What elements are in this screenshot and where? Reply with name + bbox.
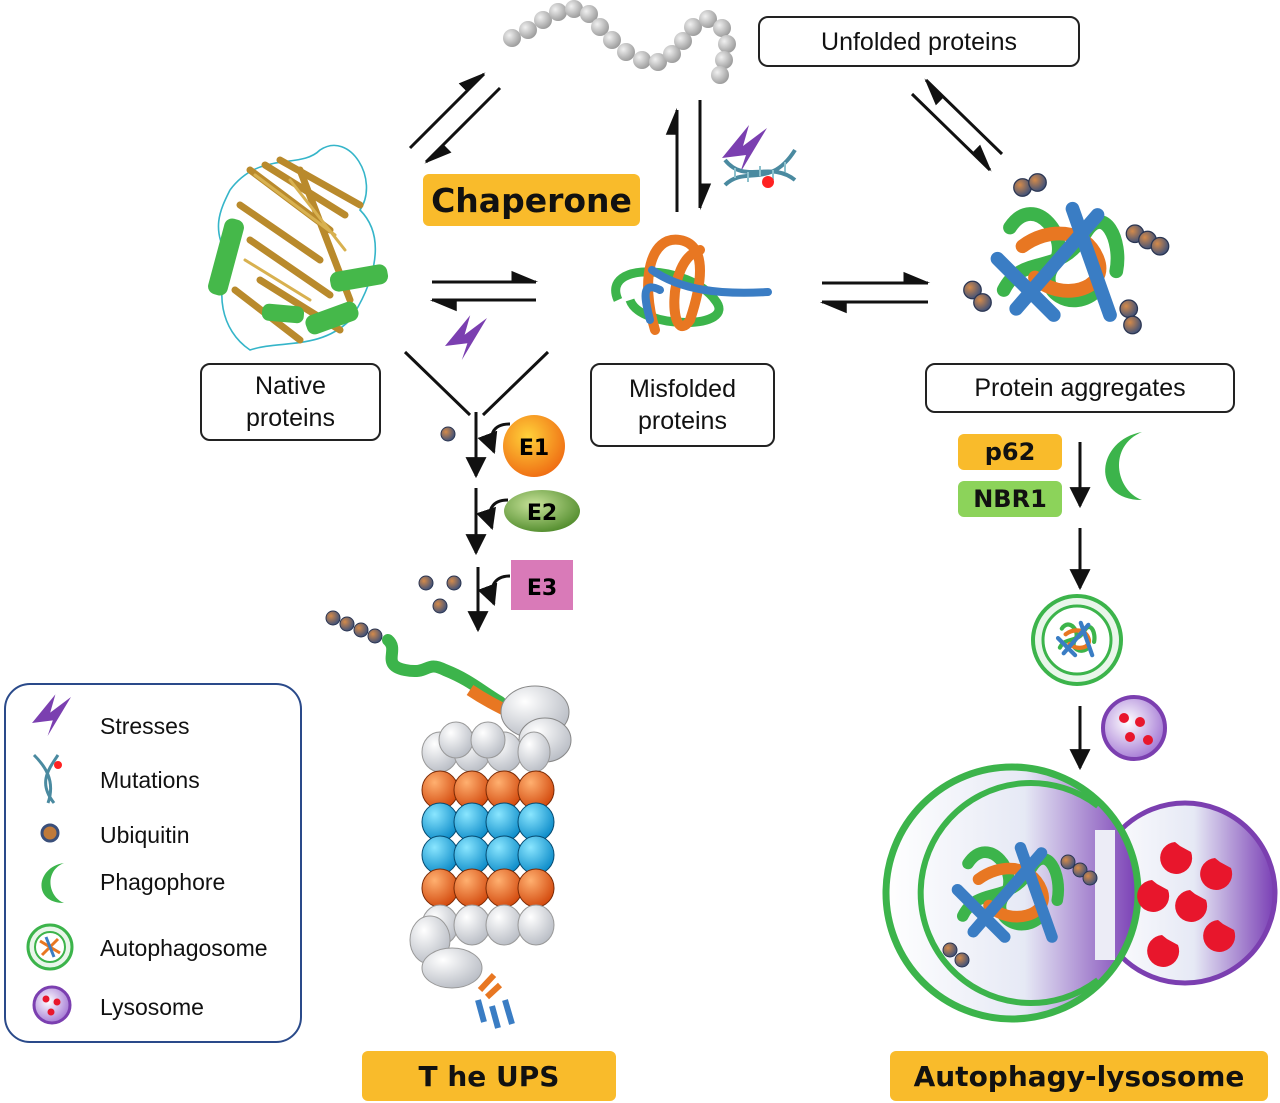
native-proteins-label: Native proteins bbox=[200, 363, 381, 441]
autolysosome bbox=[882, 763, 1278, 1023]
stress-lightning-icon-2 bbox=[445, 315, 487, 360]
legend-label-stresses: Stresses bbox=[100, 713, 190, 739]
phagophore-icon bbox=[41, 863, 64, 903]
unfolded-proteins-label: Unfolded proteins bbox=[758, 16, 1080, 67]
e3-label: E3 bbox=[527, 576, 557, 601]
native-protein-structure bbox=[208, 144, 389, 351]
legend-label-ubiquitin: Ubiquitin bbox=[100, 822, 190, 848]
legend-icons bbox=[26, 694, 74, 1025]
legend-label-lysosome: Lysosome bbox=[100, 994, 204, 1020]
chaperone-tag: Chaperone bbox=[423, 174, 640, 226]
proteasome bbox=[325, 610, 572, 1029]
legend-label-autophagosome: Autophagosome bbox=[100, 935, 268, 961]
legend-label-phagophore: Phagophore bbox=[100, 869, 226, 895]
autophagosome-icon bbox=[1031, 594, 1123, 686]
lysosome-icon bbox=[1101, 695, 1167, 761]
legend: Stresses Mutations Ubiquitin Phagophore … bbox=[4, 683, 302, 1043]
protein-aggregate bbox=[963, 173, 1170, 335]
e3-enzyme bbox=[511, 560, 573, 610]
e2-enzyme bbox=[504, 490, 580, 532]
ups-title: T he UPS bbox=[362, 1051, 616, 1101]
dna-mutation-icon bbox=[723, 148, 797, 188]
protein-aggregates-label: Protein aggregates bbox=[925, 363, 1235, 413]
autophagosome-icon bbox=[26, 923, 74, 971]
dna-mutation-icon bbox=[32, 753, 62, 804]
unfolded-protein-chain bbox=[503, 0, 736, 84]
e2-label: E2 bbox=[527, 501, 557, 526]
nbr1-tag: NBR1 bbox=[958, 481, 1062, 517]
e1-label: E1 bbox=[519, 436, 549, 461]
phagophore-icon bbox=[1105, 432, 1142, 500]
misfolded-proteins-label: Misfolded proteins bbox=[590, 363, 775, 447]
lysosome-icon bbox=[32, 985, 72, 1025]
p62-tag: p62 bbox=[958, 434, 1062, 470]
legend-label-mutations: Mutations bbox=[100, 767, 200, 793]
lightning-icon bbox=[32, 694, 71, 736]
autophagy-lysosome-title: Autophagy-lysosome bbox=[890, 1051, 1268, 1101]
misfolded-protein bbox=[611, 234, 772, 335]
e1-enzyme bbox=[503, 415, 565, 477]
ubiquitin-icon bbox=[440, 426, 456, 442]
ubiquitin-icon bbox=[40, 823, 60, 843]
